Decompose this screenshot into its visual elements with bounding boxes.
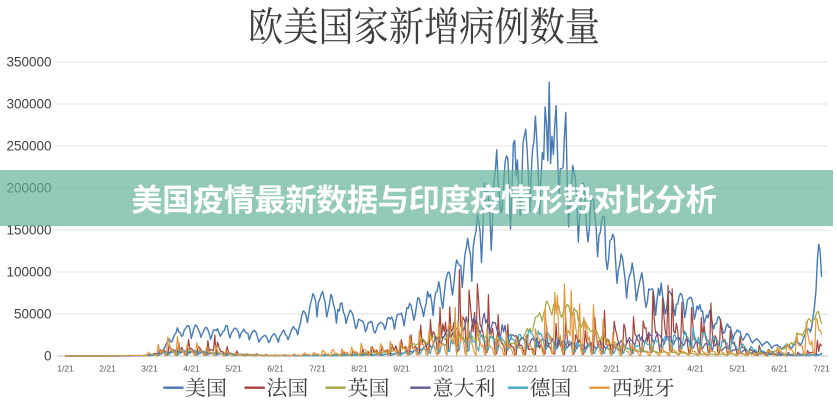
svg-text:12/21: 12/21 (517, 364, 539, 374)
svg-text:11/21: 11/21 (475, 364, 496, 374)
svg-text:50000: 50000 (14, 306, 52, 321)
svg-text:2/21: 2/21 (603, 364, 620, 374)
svg-text:9/21: 9/21 (393, 364, 410, 374)
svg-text:7/21: 7/21 (813, 364, 830, 374)
svg-text:4/21: 4/21 (687, 364, 704, 374)
svg-text:6/21: 6/21 (771, 364, 788, 374)
svg-text:100000: 100000 (6, 264, 51, 279)
svg-text:5/21: 5/21 (729, 364, 746, 374)
svg-text:6/21: 6/21 (267, 364, 284, 374)
svg-text:5/21: 5/21 (225, 364, 242, 374)
svg-text:250000: 250000 (6, 138, 51, 153)
svg-text:150000: 150000 (6, 222, 51, 237)
svg-text:0: 0 (44, 348, 52, 363)
svg-text:8/21: 8/21 (351, 364, 368, 374)
svg-text:7/21: 7/21 (309, 364, 326, 374)
svg-text:3/21: 3/21 (141, 364, 158, 374)
svg-text:4/21: 4/21 (183, 364, 200, 374)
svg-text:350000: 350000 (6, 54, 51, 69)
svg-text:2/21: 2/21 (99, 364, 116, 374)
svg-text:300000: 300000 (6, 96, 51, 111)
svg-text:3/21: 3/21 (645, 364, 662, 374)
svg-text:1/21: 1/21 (561, 364, 578, 374)
svg-text:10/21: 10/21 (433, 364, 455, 374)
svg-text:1/21: 1/21 (57, 364, 74, 374)
